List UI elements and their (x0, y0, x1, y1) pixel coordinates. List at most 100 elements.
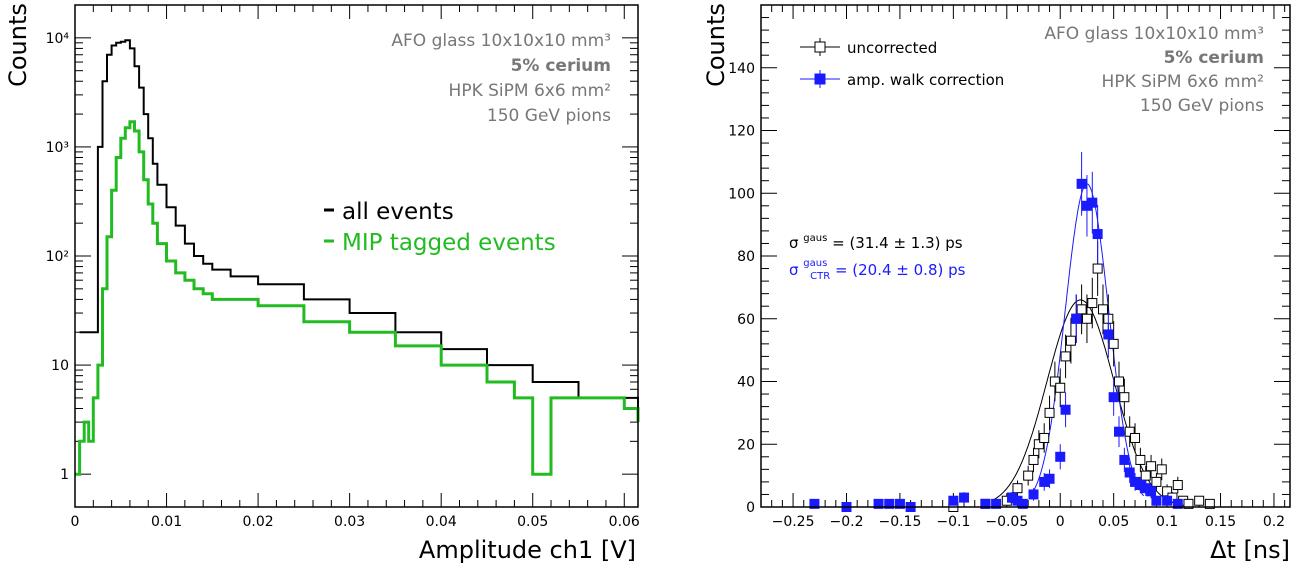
right-annotation-line-3: HPK SiPM 6x6 mm² (1102, 72, 1264, 92)
uncorrected-point (1140, 470, 1151, 481)
left-y-tick-label: 10 (51, 358, 69, 374)
uncorrected-point (1060, 351, 1071, 362)
right-ticks: −0.25 −0.2 −0.15 −0.1 −0.05 0 0.05 0.1 0.15 0.2 0 2… (728, 5, 1290, 530)
svg-text:σ gaus CTR: σ gaus CTR = (20.4 ± 0.8) ps (789, 252, 966, 283)
amp-walk-point (809, 498, 820, 509)
fit-sigma-sup: gaus (803, 233, 827, 244)
uncorrected-point (1044, 407, 1055, 418)
amp-walk-point (948, 495, 959, 506)
uncorrected-point (1049, 376, 1060, 387)
legend-marker-uncorrected (814, 41, 826, 53)
right-y-tick-label: 140 (728, 61, 755, 77)
uncorrected-point (1194, 495, 1205, 506)
right-x-tick-label: −0.25 (772, 514, 815, 530)
uncorrected-point (1097, 304, 1108, 315)
right-x-tick-label: 0.15 (1205, 514, 1236, 530)
uncorrected-point (1124, 426, 1135, 437)
right-x-tick-label: 0.1 (1156, 514, 1178, 530)
amp-walk-point (1119, 454, 1130, 465)
uncorrected-point (1065, 335, 1076, 346)
amp-walk-point (1172, 498, 1183, 509)
legend-label-mip-tagged: MIP tagged events (342, 230, 556, 256)
uncorrected-point (1114, 376, 1125, 387)
right-ylabel: Counts (702, 3, 730, 87)
uncorrected-point (1033, 439, 1044, 450)
fit-result-ctr: σ gaus CTR = (20.4 ± 0.8) ps (789, 252, 966, 283)
right-plot-frame (760, 4, 1291, 508)
uncorrected-point (1172, 480, 1183, 491)
right-fit-curves (993, 183, 1169, 501)
right-x-tick-label: 0 (1056, 514, 1065, 530)
right-y-tick-label: 20 (737, 437, 755, 453)
fit-ctr-sup: gaus (803, 258, 827, 269)
amp-walk-point (1044, 473, 1055, 484)
right-xlabel: Δt [ns] (1210, 536, 1290, 564)
uncorrected-point (1130, 432, 1141, 443)
legend-marker-amp-walk (814, 73, 826, 85)
left-annotation-line-2: 5% cerium (511, 56, 611, 76)
amp-walk-point (959, 492, 970, 503)
left-x-tick-label: 0.06 (609, 514, 640, 530)
left-y-tick-label: 1 (60, 467, 69, 483)
left-x-tick-label: 0.01 (151, 514, 182, 530)
amp-walk-point (991, 498, 1002, 509)
uncorrected-point (1204, 498, 1215, 509)
right-x-tick-label: −0.15 (878, 514, 921, 530)
left-ylabel: Counts (4, 3, 32, 87)
right-y-tick-label: 100 (728, 186, 755, 202)
amp-walk-point (1151, 495, 1162, 506)
amp-walk-point (1124, 467, 1135, 478)
amp-walk-point (1146, 486, 1157, 497)
timing-chart: −0.25 −0.2 −0.15 −0.1 −0.05 0 0.05 0.1 0.15 0.2 0 2… (702, 3, 1291, 564)
right-x-tick-label: 0.05 (1098, 514, 1129, 530)
left-ticks: 0 0.01 0.02 0.03 0.04 0.05 0.06 1 10 10² 10³ 10⁴ (46, 4, 640, 530)
amp-walk-point (1055, 451, 1066, 462)
right-x-tick-label: −0.05 (985, 514, 1028, 530)
uncorrected-point (1028, 454, 1039, 465)
right-y-tick-label: 60 (737, 312, 755, 328)
left-annotation-line-3: HPK SiPM 6x6 mm² (449, 81, 611, 101)
right-annotation-line-2: 5% cerium (1164, 48, 1264, 68)
fit-ctr-value: = (20.4 ± 0.8) ps (835, 261, 966, 279)
left-x-tick-label: 0.03 (334, 514, 365, 530)
amp-walk-point (1071, 313, 1082, 324)
right-y-tick-label: 40 (737, 375, 755, 391)
amp-walk-point (1076, 178, 1087, 189)
uncorrected-point (1012, 483, 1023, 494)
uncorrected-point (1119, 392, 1130, 403)
left-y-tick-label: 10³ (46, 140, 69, 156)
left-x-tick-label: 0.04 (426, 514, 457, 530)
right-x-tick-label: 0.2 (1263, 514, 1285, 530)
uncorrected-point (1151, 476, 1162, 487)
amp-walk-point (1060, 404, 1071, 415)
uncorrected-point (1087, 298, 1098, 309)
mip-tagged-histogram (75, 120, 640, 476)
amp-walk-point (1103, 329, 1114, 340)
right-legend: uncorrected amp. walk correction (800, 38, 1004, 89)
legend-label-amp-walk: amp. walk correction (847, 71, 1004, 89)
uncorrected-point (1023, 470, 1034, 481)
right-x-tick-label: −0.1 (936, 514, 970, 530)
amp-walk-point (1017, 498, 1028, 509)
left-xlabel: Amplitude ch1 [V] (419, 536, 636, 564)
right-annotation-line-4: 150 GeV pions (1140, 96, 1264, 116)
uncorrected-point (1156, 464, 1167, 475)
amp-walk-point (1087, 197, 1098, 208)
fit-sigma-value: = (31.4 ± 1.3) ps (832, 234, 963, 252)
right-series-group (809, 151, 1215, 512)
left-x-tick-label: 0.02 (243, 514, 274, 530)
uncorrected-point (1039, 432, 1050, 443)
left-y-tick-label: 10² (46, 249, 69, 265)
amp-walk-point (894, 498, 905, 509)
uncorrected-point (1183, 498, 1194, 509)
amp-walk-point (1092, 229, 1103, 240)
uncorrected-point (1092, 263, 1103, 274)
left-annotation-line-1: AFO glass 10x10x10 mm³ (391, 31, 611, 51)
left-y-tick-label: 10⁴ (46, 31, 70, 47)
left-x-tick-label: 0.05 (517, 514, 548, 530)
amplitude-chart: 0 0.01 0.02 0.03 0.04 0.05 0.06 1 10 10² 10³ 10⁴ Co… (4, 3, 640, 564)
left-plot-frame (74, 4, 639, 508)
fit-result-uncorrected: σ gaus = (31.4 ± 1.3) ps (789, 233, 963, 252)
uncorrected-point (1146, 461, 1157, 472)
